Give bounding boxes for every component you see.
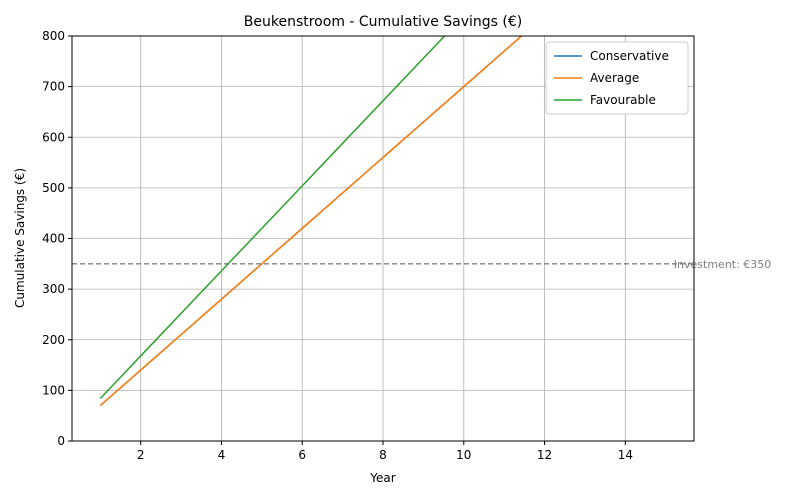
- plot-area: [72, 36, 694, 407]
- legend-label: Favourable: [590, 93, 656, 107]
- series-line: [99, 36, 446, 399]
- x-axis-label: Year: [369, 471, 395, 485]
- y-tick-label: 700: [42, 80, 65, 94]
- y-tick-label: 800: [42, 29, 65, 43]
- x-tick-label: 10: [456, 448, 471, 462]
- y-tick-label: 0: [57, 434, 65, 448]
- legend-label: Average: [590, 71, 639, 85]
- y-tick-label: 100: [42, 383, 65, 397]
- x-tick-label: 2: [137, 448, 145, 462]
- x-tick-label: 14: [618, 448, 633, 462]
- legend-label: Conservative: [590, 49, 669, 63]
- x-tick-label: 4: [218, 448, 226, 462]
- plot-frame: [71, 35, 695, 442]
- series-line: [99, 36, 523, 407]
- investment-label: Investment: €350: [674, 258, 772, 271]
- chart-title: Beukenstroom - Cumulative Savings (€): [244, 14, 522, 30]
- x-tick-label: 8: [379, 448, 387, 462]
- y-axis-label: Cumulative Savings (€): [13, 168, 27, 308]
- x-tick-label: 12: [537, 448, 552, 462]
- legend-box: [545, 41, 689, 115]
- y-tick-label: 600: [42, 130, 65, 144]
- y-tick-label: 300: [42, 282, 65, 296]
- y-tick-label: 200: [42, 333, 65, 347]
- y-tick-label: 400: [42, 232, 65, 246]
- x-tick-label: 6: [298, 448, 306, 462]
- y-tick-label: 500: [42, 181, 65, 195]
